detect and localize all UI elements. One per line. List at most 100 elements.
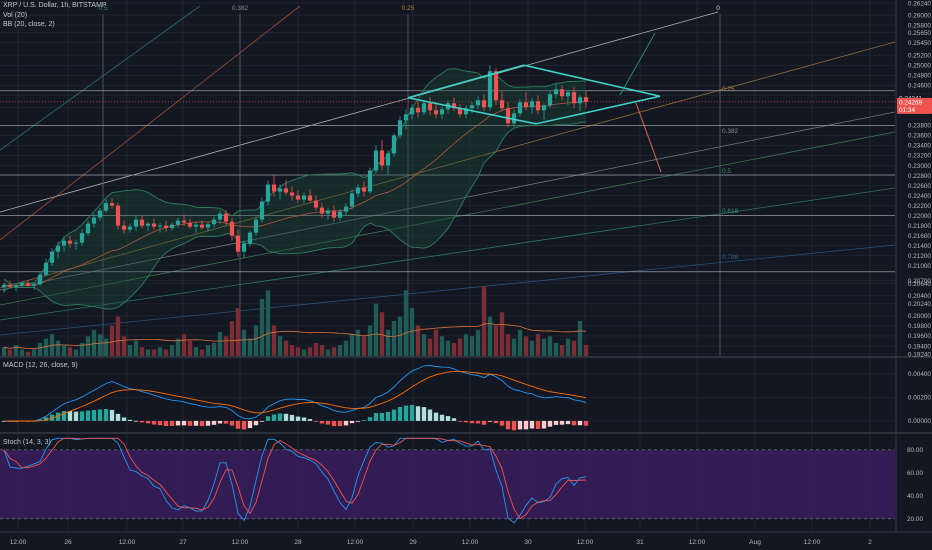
volume-bar — [199, 349, 205, 356]
candle-body — [49, 251, 55, 263]
candle-body — [307, 195, 313, 201]
bb-lower — [3, 121, 587, 310]
fib-fan-line — [0, 131, 896, 306]
candle-body — [517, 102, 523, 114]
macd-histogram-bar — [469, 420, 475, 424]
stoch-legend[interactable]: Stoch (14, 3, 3) — [3, 439, 51, 446]
candle-body — [391, 135, 397, 154]
volume-bar — [559, 345, 565, 356]
volume-bar — [367, 325, 373, 356]
candle-body — [25, 283, 31, 286]
candle-body — [319, 207, 325, 214]
time-tick-label: 31 — [636, 539, 644, 546]
volume-bar — [565, 338, 571, 356]
candle-body — [271, 184, 277, 192]
candle-body — [439, 109, 445, 115]
macd-histogram-bar — [169, 420, 175, 426]
volume-legend[interactable]: Vol (20) — [3, 12, 28, 19]
volume-bar — [409, 307, 415, 356]
volume-bar — [271, 325, 277, 356]
macd-histogram-bar — [331, 420, 337, 427]
volume-bar — [427, 338, 433, 356]
candle-body — [133, 219, 139, 227]
price-tick-label: 0.19600 — [908, 333, 932, 340]
macd-histogram-bar — [205, 420, 211, 426]
macd-histogram-bar — [397, 407, 403, 421]
volume-bar — [211, 342, 217, 356]
volume-bar — [475, 329, 481, 356]
price-tick-label: 0.20640 — [908, 281, 932, 288]
candle-body — [547, 94, 553, 106]
candle-body — [199, 224, 205, 228]
macd-histogram-bar — [457, 420, 463, 422]
macd-histogram-bar — [373, 413, 379, 421]
macd-histogram-bar — [97, 409, 103, 421]
time-tick-label: 12:00 — [232, 539, 249, 546]
volume-bar — [229, 321, 235, 356]
price-tick-label: 0.20240 — [908, 301, 932, 308]
volume-bar — [37, 342, 43, 356]
time-tick-label: 12:00 — [347, 539, 364, 546]
candle-body — [139, 219, 145, 226]
macd-histogram-bar — [223, 420, 229, 424]
price-tick-label: 0.26240 — [908, 0, 932, 7]
volume-bar — [337, 345, 343, 356]
macd-histogram-bar — [103, 409, 109, 421]
diamond-pattern — [407, 64, 661, 125]
price-tick-label: 0.20000 — [908, 313, 932, 320]
macd-line — [3, 365, 587, 422]
macd-histogram-bar — [325, 420, 331, 425]
candle-body — [343, 206, 349, 212]
volume-bar — [13, 345, 19, 356]
candle-body — [163, 225, 169, 229]
volume-bar — [31, 349, 37, 356]
fib-level-label: 0 — [716, 5, 720, 12]
macd-histogram-bar — [175, 420, 181, 426]
countdown-text: 01:34 — [899, 107, 915, 114]
macd-tick-label: 0.00000 — [908, 418, 932, 425]
volume-bar — [61, 345, 67, 356]
volume-bar — [361, 336, 367, 356]
candle-body — [193, 224, 199, 227]
macd-histogram-bar — [85, 410, 91, 421]
macd-histogram-bar — [403, 405, 409, 421]
candle-body — [73, 242, 79, 244]
volume-bar — [349, 334, 355, 356]
candle-body — [127, 226, 133, 230]
price-tick-label: 0.23800 — [908, 123, 932, 130]
volume-bar — [91, 329, 97, 356]
macd-histogram-bar — [283, 413, 289, 421]
time-tick-label: 2 — [868, 539, 872, 546]
macd-legend[interactable]: MACD (12, 26, close, 9) — [3, 362, 78, 369]
fib-fan-line — [0, 111, 896, 291]
candle-body — [541, 105, 547, 111]
fib-level-label: 0.5 — [98, 5, 107, 12]
symbol-legend[interactable]: XRP / U.S. Dollar, 1h, BITSTAMP — [3, 2, 107, 9]
volume-bar — [43, 338, 49, 356]
candle-body — [379, 150, 385, 166]
volume-bar — [547, 336, 553, 356]
fib-level-label: 0.25 — [722, 86, 735, 93]
candle-body — [19, 283, 25, 286]
candle-body — [403, 114, 409, 121]
macd-histogram-bar — [211, 420, 217, 425]
bb-legend[interactable]: BB (20, close, 2) — [3, 21, 55, 28]
volume-bar — [403, 290, 409, 356]
macd-histogram-bar — [319, 420, 325, 424]
fib-level-label: 0.382 — [722, 128, 739, 135]
candle-body — [253, 219, 259, 233]
time-tick-label: 12:00 — [119, 539, 136, 546]
candle-body — [97, 210, 103, 218]
macd-histogram-bar — [559, 420, 565, 425]
volume-bar — [553, 342, 559, 356]
macd-histogram-bar — [409, 404, 415, 421]
fib-level-label: 0.25 — [402, 5, 415, 12]
volume-bar — [253, 325, 259, 356]
candle-body — [145, 223, 151, 226]
macd-histogram-bar — [151, 420, 157, 425]
volume-bar — [79, 342, 85, 356]
price-tick-label: 0.26000 — [908, 12, 932, 19]
price-tick-label: 0.19800 — [908, 323, 932, 330]
macd-signal-line — [3, 370, 587, 422]
